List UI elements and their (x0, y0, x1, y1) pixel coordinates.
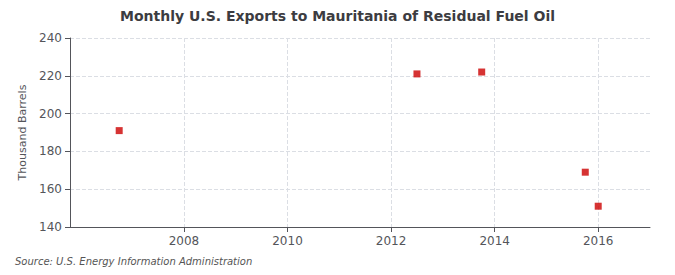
svg-text:Source: U.S. Energy Informatio: Source: U.S. Energy Information Administ… (15, 256, 252, 267)
svg-text:200: 200 (39, 107, 62, 121)
svg-text:180: 180 (39, 144, 62, 158)
svg-text:Monthly U.S. Exports to Maurit: Monthly U.S. Exports to Mauritania of Re… (120, 8, 555, 24)
svg-text:2016: 2016 (583, 234, 614, 248)
svg-text:220: 220 (39, 69, 62, 83)
svg-text:160: 160 (39, 182, 62, 196)
svg-text:2008: 2008 (169, 234, 200, 248)
svg-text:140: 140 (39, 220, 62, 234)
svg-text:2012: 2012 (376, 234, 407, 248)
svg-text:Thousand Barrels: Thousand Barrels (16, 84, 29, 181)
svg-text:2010: 2010 (272, 234, 303, 248)
svg-text:240: 240 (39, 31, 62, 45)
svg-text:2014: 2014 (479, 234, 510, 248)
